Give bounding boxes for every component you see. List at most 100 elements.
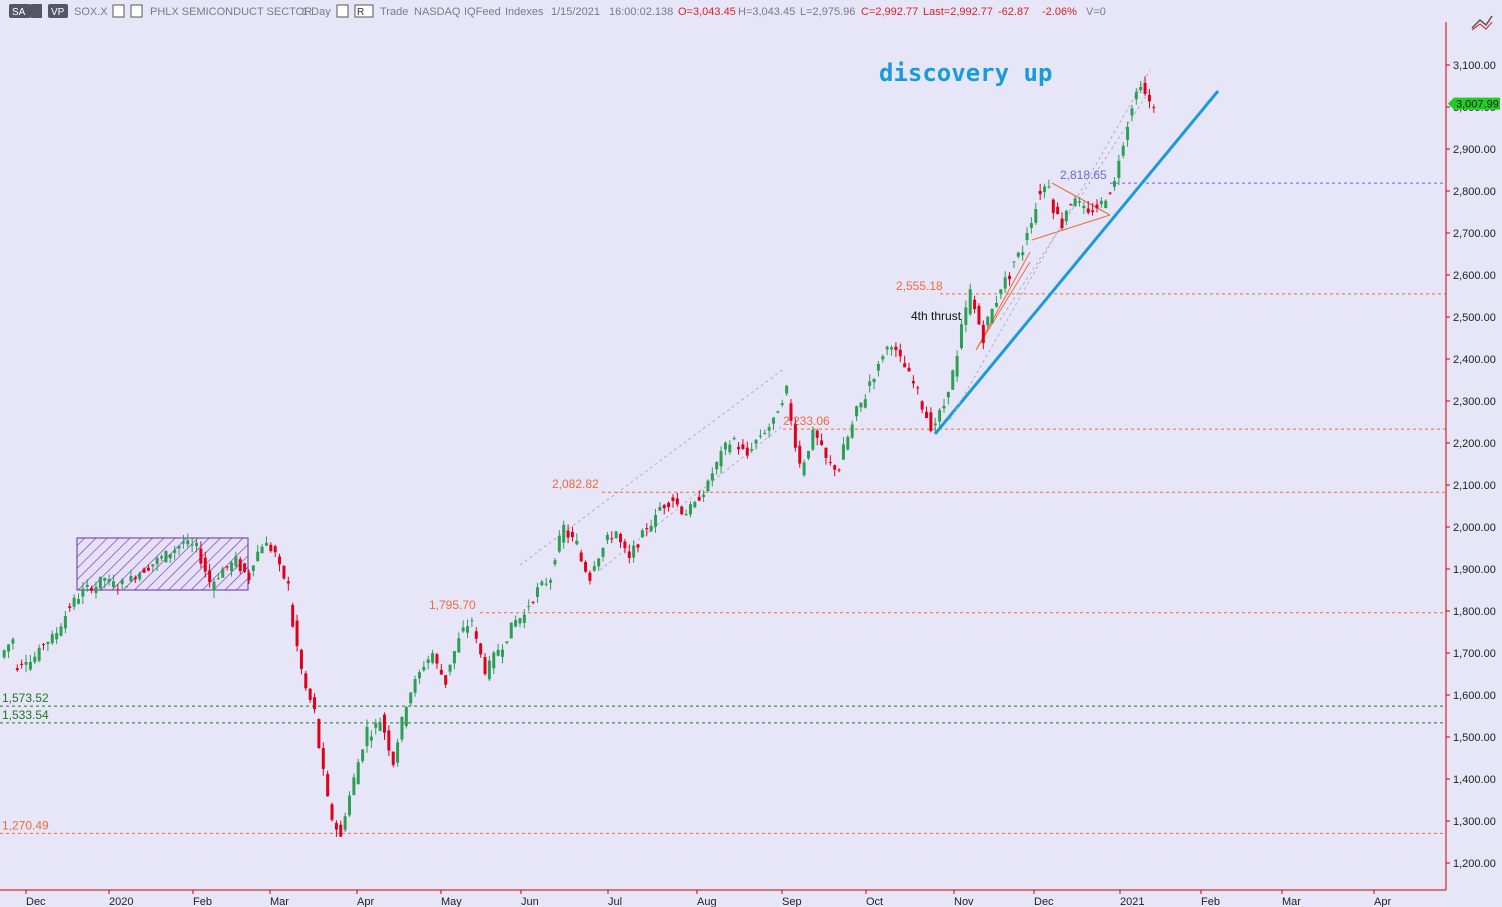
candle-body (203, 557, 207, 572)
x-tick-label: Feb (1201, 896, 1220, 907)
candle-body (15, 668, 19, 671)
y-tick-label: 2,100.00 (1453, 480, 1496, 492)
y-tick-label: 2,600.00 (1453, 270, 1496, 282)
x-tick-label: Mar (270, 896, 289, 907)
candle-body (365, 726, 369, 747)
interval-dropdown-icon[interactable] (336, 4, 349, 18)
time-label: 16:00:02.138 (609, 6, 673, 18)
candle-body (671, 497, 675, 501)
candle-body (107, 579, 111, 583)
symbol-label: SOX.X (74, 6, 108, 18)
candle-body (151, 564, 155, 567)
candle-body (1073, 198, 1077, 207)
consolidation-box[interactable] (76, 537, 249, 591)
candle-body (741, 444, 745, 449)
candle-body (199, 548, 203, 564)
candle-body (321, 748, 325, 769)
candle-body (868, 381, 872, 386)
candle-body (55, 633, 59, 640)
x-tick-label: Mar (1282, 896, 1301, 907)
y-tick-label: 2,200.00 (1453, 438, 1496, 450)
guide-line (999, 89, 1151, 321)
sa-dropdown-icon[interactable] (31, 4, 42, 18)
candle-body (815, 430, 819, 438)
candle-body (719, 451, 723, 467)
candle-body (94, 586, 98, 593)
candle-body (876, 364, 880, 371)
candle-body (859, 402, 863, 408)
chart-type-icon[interactable] (1471, 15, 1493, 31)
candle-body (846, 436, 850, 450)
candle-body (1126, 127, 1130, 140)
x-tick-label: May (441, 896, 462, 907)
candle-body (872, 378, 876, 383)
candle-body (518, 618, 522, 624)
candle-body (1152, 107, 1156, 109)
level-label: 2,818.65 (1060, 168, 1107, 182)
candle-body (426, 659, 430, 663)
x-tick-label: 2020 (109, 896, 133, 907)
y-tick-label: 1,400.00 (1453, 774, 1496, 786)
candle-body (1134, 91, 1138, 100)
y-tick-label: 2,400.00 (1453, 354, 1496, 366)
candle-body (400, 716, 404, 740)
wedge-lower-line[interactable] (975, 261, 1031, 351)
candle-body (413, 679, 417, 693)
candle-body (938, 409, 942, 422)
guide-line (949, 69, 1151, 421)
candle-body (299, 649, 303, 669)
candle-body (951, 370, 955, 390)
x-tick-label: Sep (782, 896, 802, 907)
candle-body (177, 546, 181, 549)
change-percent: -2.06% (1042, 6, 1077, 18)
candle-body (509, 622, 513, 639)
candle-body (1060, 218, 1064, 228)
candle-body (793, 424, 797, 448)
candle-body (20, 663, 24, 665)
candle-body (111, 581, 115, 587)
candle-body (256, 551, 260, 562)
candle-body (330, 804, 334, 820)
x-tick-label: Jul (608, 896, 622, 907)
y-tick-label: 1,800.00 (1453, 606, 1496, 618)
wedge-upper-line[interactable] (975, 251, 1031, 351)
y-tick-label: 2,000.00 (1453, 522, 1496, 534)
x-tick-label: Apr (1374, 896, 1391, 907)
candle-body (391, 751, 395, 765)
candle-body (806, 450, 810, 459)
candle-body (693, 502, 697, 508)
pennant-upper-line[interactable] (1051, 182, 1111, 216)
candle-body (505, 641, 509, 643)
trendline[interactable] (933, 90, 1220, 435)
candle-body (387, 730, 391, 751)
symbol-dropdown-icon[interactable] (112, 4, 125, 18)
candle-body (457, 638, 461, 653)
pennant-lower-line[interactable] (1031, 214, 1111, 241)
r-button-label: R (357, 7, 364, 18)
candle-body (278, 556, 282, 565)
instrument-name: PHLX SEMICONDUCT SECTOR (150, 6, 312, 18)
candle-body (1064, 210, 1068, 222)
candle-body (492, 652, 496, 669)
candle-body (1091, 210, 1095, 213)
candle-body (1147, 94, 1151, 102)
candle-body (1043, 186, 1047, 193)
candle-body (527, 606, 531, 608)
y-tick-label: 2,300.00 (1453, 396, 1496, 408)
candle-body (1108, 192, 1112, 194)
fourth-thrust-annotation: 4th thrust (911, 309, 962, 323)
r-button[interactable] (354, 4, 374, 18)
sa-button[interactable] (9, 4, 31, 18)
candle-body (798, 445, 802, 464)
candle-body (925, 411, 929, 419)
y-tick-label: 1,900.00 (1453, 564, 1496, 576)
candle-body (474, 631, 478, 639)
candle-body (120, 579, 124, 585)
candle-body (409, 692, 413, 704)
x-tick-label: Dec (1034, 896, 1054, 907)
vp-button[interactable] (48, 4, 68, 18)
candle-body (584, 562, 588, 572)
candle-body (588, 572, 592, 581)
chart-menu-icon[interactable] (130, 4, 143, 18)
